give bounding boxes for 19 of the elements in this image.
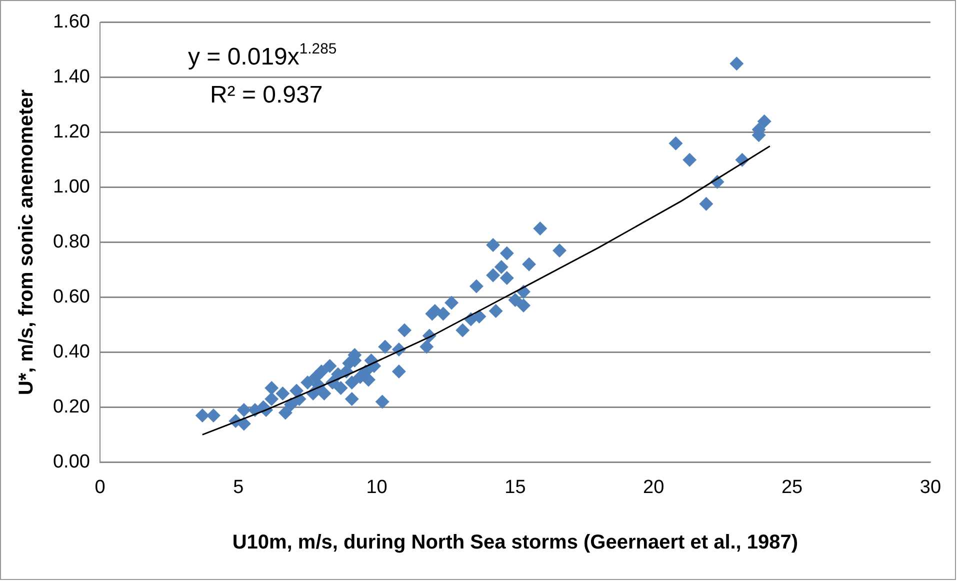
y-tick-label: 0.60 — [52, 286, 90, 308]
x-tick-label: 5 — [233, 476, 244, 498]
y-axis-title: U*, m/s, from sonic anemometer — [16, 89, 38, 396]
x-tick-label: 15 — [504, 476, 526, 498]
y-tick-label: 1.20 — [52, 122, 90, 143]
y-tick-label: 0.40 — [52, 341, 90, 362]
x-tick-label: 10 — [366, 476, 388, 498]
y-tick-label: 0.80 — [52, 232, 90, 253]
y-tick-label: 1.00 — [52, 176, 90, 198]
y-tick-label: 0.20 — [52, 396, 90, 418]
x-tick-label: 0 — [94, 476, 106, 498]
x-tick-label: 30 — [920, 476, 942, 498]
y-tick-label: 0.00 — [52, 451, 90, 472]
x-axis-title: U10m, m/s, during North Sea storms (Geernaert et al., 1987) — [232, 532, 798, 554]
y-tick-label: 1.40 — [52, 66, 90, 88]
x-tick-label: 25 — [781, 476, 803, 498]
x-tick-label: 20 — [643, 476, 664, 498]
y-tick-label: 1.60 — [52, 12, 90, 33]
annotation: R² = 0.937 — [210, 81, 323, 108]
